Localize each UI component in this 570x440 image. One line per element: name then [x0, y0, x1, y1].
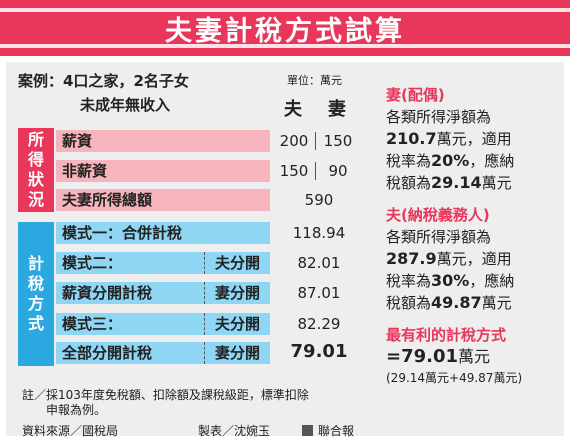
- paper-credit: 聯合報: [318, 424, 355, 438]
- row-label: 非薪資: [62, 162, 108, 180]
- wife-text: 稅率為: [386, 152, 432, 170]
- wife-tax-rate: 20%: [431, 151, 470, 170]
- tax-label-char: 計: [27, 254, 44, 273]
- tax-section-label: 計 稅 方 式: [18, 222, 54, 366]
- header-husband: 夫: [284, 99, 302, 120]
- husband-result-line: 稅額為49.87萬元: [386, 292, 558, 314]
- husband-text: 萬元: [481, 294, 512, 312]
- wife-result-head: 妻(配偶): [386, 86, 445, 104]
- tax-row-mode3-wife: 全部分開計稅 妻分開: [56, 342, 270, 364]
- income-label-char: 所: [27, 130, 44, 149]
- tax-row-mode2-wife: 薪資分開計稅 妻分開: [56, 282, 270, 304]
- mode3-wife-value: 79.01: [290, 341, 348, 362]
- income-row-total: 夫妻所得總額: [56, 189, 270, 211]
- income-section-label: 所 得 狀 況: [18, 128, 54, 212]
- husband-result-line: 稅率為30%，應納: [386, 270, 558, 292]
- best-method-detail: (29.14萬元+49.87萬元): [386, 371, 523, 385]
- row-label: 模式三：: [62, 315, 123, 333]
- wife-result-line: 稅率為20%，應納: [386, 150, 558, 172]
- title-banner: 夫妻計稅方式試算: [0, 0, 570, 56]
- title-stripe-top: [0, 8, 570, 12]
- value-divider: [315, 162, 316, 180]
- husband-text: 萬元，適用: [436, 250, 512, 268]
- row-sub-label: 夫分開: [204, 252, 270, 274]
- non-salary-wife-value: 90: [328, 162, 348, 180]
- best-method-amount: =79.01: [386, 346, 459, 367]
- husband-tax-rate: 30%: [431, 271, 470, 290]
- husband-tax-amount: 49.87: [431, 293, 482, 312]
- income-label-char: 況: [27, 190, 44, 209]
- tax-label-char: 稅: [27, 274, 44, 293]
- wife-result-line: 210.7萬元，適用: [386, 128, 558, 150]
- husband-result-line: 287.9萬元，適用: [386, 248, 558, 270]
- title-stripe-bottom: [0, 44, 570, 48]
- mode3-husband-value: 82.29: [297, 315, 341, 333]
- non-salary-husband-value: 150: [279, 162, 309, 180]
- income-row-salary: 薪資: [56, 130, 270, 152]
- row-label: 模式一：合併計稅: [62, 224, 183, 242]
- result-column: 妻(配偶) 各類所得淨額為 210.7萬元，適用 稅率為20%，應納 稅額為29…: [386, 84, 558, 388]
- row-label: 薪資: [62, 132, 93, 150]
- unit-label: 單位：萬元: [287, 74, 342, 87]
- salary-wife-value: 150: [323, 132, 353, 150]
- husband-result-line: 各類所得淨額為: [386, 228, 492, 246]
- row-label: 全部分開計稅: [62, 344, 153, 362]
- income-row-non-salary: 非薪資: [56, 160, 270, 182]
- tax-label-char: 方: [27, 294, 44, 313]
- case-sub: 未成年無收入: [80, 96, 171, 114]
- wife-tax-amount: 29.14: [431, 173, 482, 192]
- maker-credit: 製表／沈婉玉: [198, 424, 271, 438]
- row-label: 薪資分開計稅: [62, 284, 153, 302]
- tax-row-mode2-husband: 模式二： 夫分開: [56, 252, 270, 274]
- income-label-char: 得: [27, 150, 44, 169]
- best-method-value: =79.01萬元: [386, 346, 558, 368]
- row-sub-label: 妻分開: [204, 342, 270, 364]
- husband-text: 稅率為: [386, 272, 432, 290]
- wife-text: ，應納: [469, 152, 515, 170]
- udn-logo-icon: [302, 425, 313, 436]
- wife-net-income: 210.7: [386, 129, 437, 148]
- footnote: 註／採103年度免稅額、扣除額及課稅級距，標準扣除 申報為例。: [22, 388, 309, 418]
- row-label: 模式二：: [62, 254, 123, 272]
- case-label: 案例：4口之家，2名子女: [18, 72, 189, 90]
- footnote-line: 註／採103年度免稅額、扣除額及課稅級距，標準扣除: [22, 388, 309, 402]
- footnote-line: 申報為例。: [46, 403, 107, 417]
- row-sub-label: 夫分開: [204, 313, 270, 335]
- source-credit: 資料來源／國稅局: [22, 424, 119, 438]
- mode2-wife-value: 87.01: [297, 284, 341, 302]
- income-label-char: 狀: [27, 170, 44, 189]
- total-income-value: 590: [304, 191, 334, 209]
- wife-result-line: 各類所得淨額為: [386, 108, 492, 126]
- husband-result-head: 夫(納稅義務人): [386, 206, 490, 224]
- wife-result-line: 稅額為29.14萬元: [386, 172, 558, 194]
- wife-text: 萬元: [481, 174, 512, 192]
- mode2-husband-value: 82.01: [297, 254, 341, 272]
- tax-label-char: 式: [27, 314, 44, 333]
- best-method-unit: 萬元: [458, 347, 491, 366]
- mode1-value: 118.94: [292, 224, 346, 242]
- wife-text: 稅額為: [386, 174, 432, 192]
- row-sub-label: 妻分開: [204, 282, 270, 304]
- header-wife: 妻: [328, 99, 346, 120]
- tax-row-mode1: 模式一：合併計稅: [56, 222, 270, 244]
- best-method-head: 最有利的計稅方式: [386, 326, 507, 344]
- content-panel: [6, 62, 564, 436]
- page-title: 夫妻計稅方式試算: [165, 15, 405, 47]
- salary-husband-value: 200: [279, 132, 309, 150]
- wife-text: 萬元，適用: [436, 130, 512, 148]
- value-divider: [315, 132, 316, 150]
- husband-net-income: 287.9: [386, 249, 437, 268]
- husband-text: ，應納: [469, 272, 515, 290]
- tax-row-mode3-husband: 模式三： 夫分開: [56, 313, 270, 335]
- husband-text: 稅額為: [386, 294, 432, 312]
- row-label: 夫妻所得總額: [62, 191, 153, 209]
